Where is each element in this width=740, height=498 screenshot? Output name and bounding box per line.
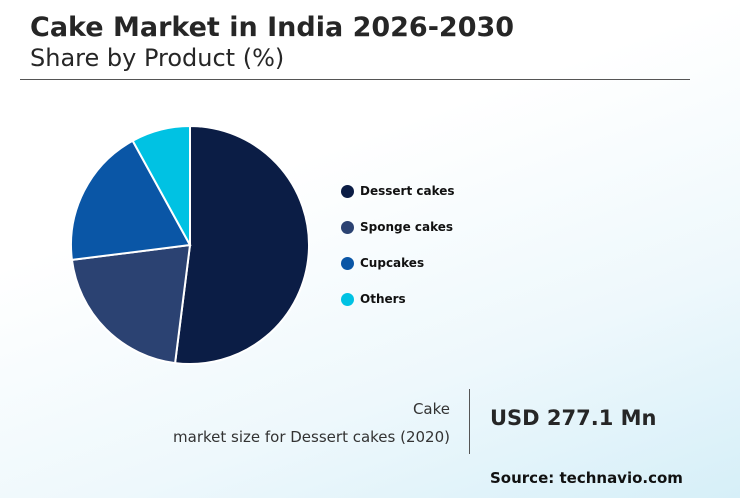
source-credit: Source: technavio.com — [490, 469, 683, 487]
legend-label-dessert-cakes: Dessert cakes — [360, 184, 455, 198]
market-label: Cake — [412, 400, 450, 418]
pie-slice-others — [131, 124, 191, 246]
market-size-value: USD 277.1 Mn — [490, 406, 657, 430]
legend: Dessert cakes Sponge cakes Cupcakes Othe… — [341, 173, 455, 317]
legend-item-cupcakes: Cupcakes — [341, 245, 455, 281]
legend-dot-cupcakes — [341, 256, 354, 270]
legend-label-sponge-cakes: Sponge cakes — [360, 220, 454, 234]
legend-item-sponge-cakes: Sponge cakes — [341, 209, 455, 245]
legend-dot-sponge-cakes — [341, 220, 354, 234]
pie-slice-cupcakes — [70, 139, 192, 262]
legend-item-others: Others — [341, 281, 455, 317]
title-divider — [20, 79, 690, 80]
pie-slice-sponge-cakes — [70, 243, 192, 365]
info-divider — [469, 389, 470, 454]
market-size-caption: market size for Dessert cakes (2020) — [173, 428, 450, 446]
legend-item-dessert-cakes: Dessert cakes — [341, 173, 455, 209]
chart-title: Cake Market in India 2026-2030 — [30, 12, 515, 43]
legend-label-cupcakes: Cupcakes — [360, 256, 425, 270]
legend-dot-others — [341, 292, 354, 306]
chart-subtitle: Share by Product (%) — [30, 44, 285, 72]
legend-dot-dessert-cakes — [341, 184, 354, 198]
pie-slice-dessert-cakes — [173, 124, 310, 365]
legend-label-others: Others — [360, 292, 406, 306]
